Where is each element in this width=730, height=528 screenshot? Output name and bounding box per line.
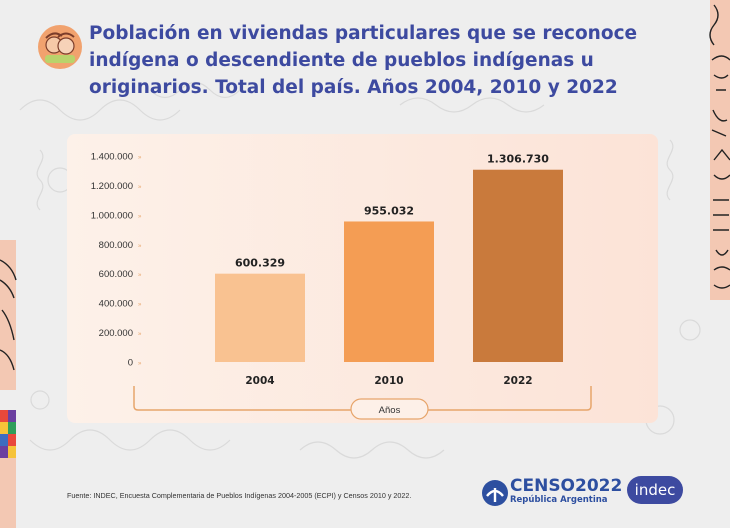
censo-subtitle: República Argentina: [510, 495, 608, 505]
y-tick-label: 200.000: [99, 328, 133, 339]
x-axis-title-pill: [350, 398, 429, 420]
censo-logo-icon: [482, 480, 508, 506]
y-tick-mark: »: [138, 361, 142, 367]
censo-wordmark: CENSO2022: [510, 476, 623, 496]
y-tick-label: 1.000.000: [91, 210, 133, 221]
y-tick-label: 1.400.000: [91, 152, 133, 163]
y-tick-label: 400.000: [99, 299, 133, 310]
bar-value-label: 955.032: [364, 204, 414, 217]
y-tick-label: 800.000: [99, 240, 133, 251]
y-tick-mark: »: [138, 273, 142, 279]
y-tick-mark: »: [138, 332, 142, 338]
y-tick-mark: »: [138, 302, 142, 308]
source-note: Fuente: INDEC, Encuesta Complementaria d…: [67, 491, 412, 500]
y-tick-label: 600.000: [99, 269, 133, 280]
y-tick-label: 0: [128, 358, 133, 369]
decorative-figures-left: [0, 240, 17, 528]
y-tick-label: 1.200.000: [91, 181, 133, 192]
y-tick-mark: »: [138, 184, 142, 190]
bar-2004: [215, 273, 305, 362]
y-axis: 0 » 200.000 » 400.000 » 600.000 » 800.000 » 1.000.…: [91, 152, 142, 369]
x-tick-label: 2004: [245, 375, 274, 387]
x-tick-label: 2010: [374, 375, 403, 387]
bar-2010: [344, 221, 434, 362]
bars-group: 600.329 955.032 1.306.730: [215, 153, 563, 362]
x-axis: 2004 2010 2022: [245, 375, 532, 387]
indigenous-figures-logo-icon: [38, 25, 82, 69]
bar-chart: 0 » 200.000 » 400.000 » 600.000 » 800.000 » 1.000.…: [91, 152, 592, 420]
y-tick-mark: »: [138, 155, 142, 161]
x-tick-label: 2022: [503, 375, 532, 387]
bar-2022: [473, 169, 563, 362]
chart-title: Población en viviendas particulares que …: [89, 23, 638, 98]
y-tick-mark: »: [138, 214, 142, 220]
y-tick-mark: »: [138, 243, 142, 249]
x-axis-title: Años: [379, 405, 401, 416]
bar-value-label: 600.329: [235, 257, 285, 270]
bar-value-label: 1.306.730: [487, 153, 549, 166]
decorative-figures-right: [709, 0, 730, 300]
indec-logo: indec: [627, 476, 683, 504]
